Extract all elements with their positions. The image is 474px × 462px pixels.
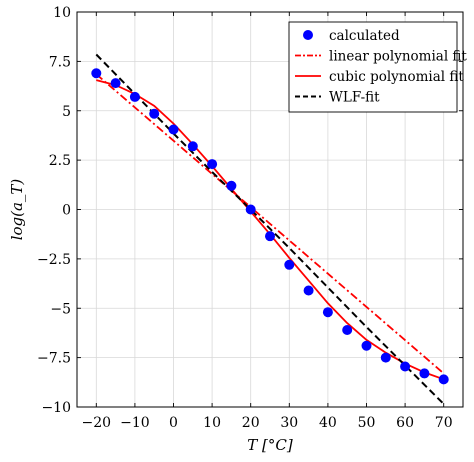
data-point	[149, 108, 160, 119]
data-point	[245, 204, 256, 215]
x-tick-label: 0	[169, 415, 178, 431]
x-tick-label: 60	[396, 415, 414, 431]
data-point	[380, 352, 391, 363]
y-tick-label: 2.5	[49, 153, 71, 169]
data-point	[303, 285, 314, 296]
x-tick-label: 40	[319, 415, 337, 431]
data-point	[284, 259, 295, 270]
data-point	[226, 180, 237, 191]
legend-label: calculated	[329, 28, 400, 44]
x-axis-label: T [°C]	[247, 436, 293, 454]
data-point	[322, 307, 333, 318]
y-tick-label: 5	[62, 104, 71, 120]
series-line-1	[95, 73, 445, 375]
data-point	[265, 231, 275, 242]
data-point	[207, 159, 218, 170]
y-tick-label: −7.5	[37, 351, 71, 367]
legend-marker	[303, 30, 313, 40]
legend-label: WLF-fit	[329, 90, 380, 106]
legend-label: cubic polynomial fit	[329, 69, 464, 85]
y-tick-label: 7.5	[49, 54, 71, 70]
data-point	[168, 124, 179, 135]
x-tick-label: 70	[435, 415, 453, 431]
legend-label: linear polynomial fit	[329, 49, 467, 65]
y-tick-label: −5	[50, 301, 71, 317]
y-tick-label: 0	[62, 203, 71, 219]
legend-box	[288, 21, 458, 113]
data-point	[342, 324, 353, 335]
data-point	[438, 374, 449, 385]
data-point	[187, 141, 198, 152]
data-point	[91, 68, 102, 79]
x-tick-label: 30	[280, 415, 298, 431]
y-axis-label: log(a_T)	[8, 179, 26, 241]
data-point	[129, 91, 140, 102]
y-tick-label: −2.5	[37, 252, 71, 268]
ticks: −20 −10 0 10 20 30 40 50 60 70 −10 −7.5 −5 −2.5 0 2.5 5 7…	[37, 5, 463, 431]
data-point	[400, 361, 411, 372]
legend: calculated linear polynomial fit cubic pol…	[288, 21, 467, 113]
series-layer	[91, 53, 449, 405]
y-tick-label: −10	[41, 400, 71, 416]
x-tick-label: 50	[358, 415, 376, 431]
x-tick-label: −20	[82, 415, 112, 431]
x-tick-label: 20	[242, 415, 260, 431]
y-tick-label: 10	[53, 5, 71, 21]
x-tick-label: −10	[120, 415, 150, 431]
data-point	[361, 340, 372, 351]
x-tick-label: 10	[203, 415, 221, 431]
data-point	[110, 78, 121, 89]
data-point	[419, 368, 430, 379]
